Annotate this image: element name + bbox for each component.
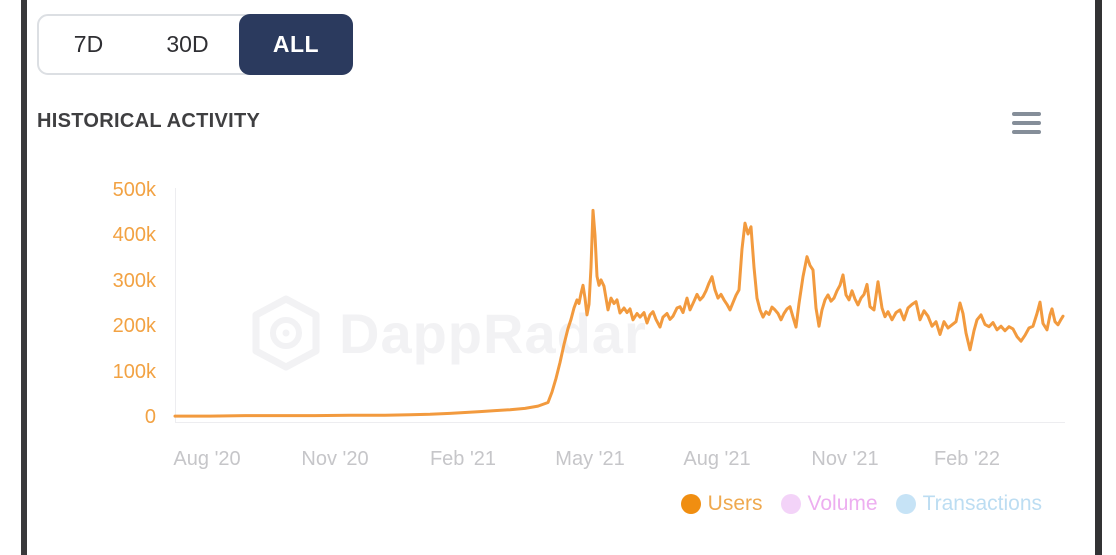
chart-legend: Users Volume Transactions [680,492,1042,516]
right-frame-border [1095,0,1102,555]
range-button-30d[interactable]: 30D [138,16,237,73]
users-line [173,208,1065,418]
legend-item-volume[interactable]: Volume [780,492,878,516]
time-range-toggle: 7D 30D ALL [37,14,353,75]
x-tick-label: Aug '21 [683,448,751,470]
y-tick-label: 400k [112,224,156,247]
legend-item-transactions[interactable]: Transactions [895,492,1042,516]
range-button-all[interactable]: ALL [239,14,353,75]
volume-dot-icon [780,494,801,514]
left-frame-border [21,0,27,555]
y-tick-label: 0 [144,406,156,428]
x-tick-label: Nov '20 [301,448,369,470]
x-tick-label: Aug '20 [173,448,241,470]
y-tick-label: 500k [112,179,156,201]
y-tick-label: 200k [112,315,156,338]
legend-label-transactions: Transactions [922,492,1042,515]
users-dot-icon [680,494,701,514]
range-button-7d[interactable]: 7D [39,16,138,73]
x-tick-label: May '21 [555,448,625,470]
x-tick-label: Feb '22 [933,448,1001,470]
y-tick-label: 300k [112,269,156,292]
transactions-dot-icon [895,494,916,514]
page-title: HISTORICAL ACTIVITY [37,110,261,132]
hamburger-menu-icon[interactable] [1012,108,1044,138]
legend-label-users: Users [707,492,763,515]
x-tick-label: Feb '21 [429,448,497,470]
y-tick-label: 100k [112,360,156,383]
legend-label-volume: Volume [807,492,878,515]
legend-item-users[interactable]: Users [680,492,763,516]
x-tick-label: Nov '21 [811,448,879,470]
